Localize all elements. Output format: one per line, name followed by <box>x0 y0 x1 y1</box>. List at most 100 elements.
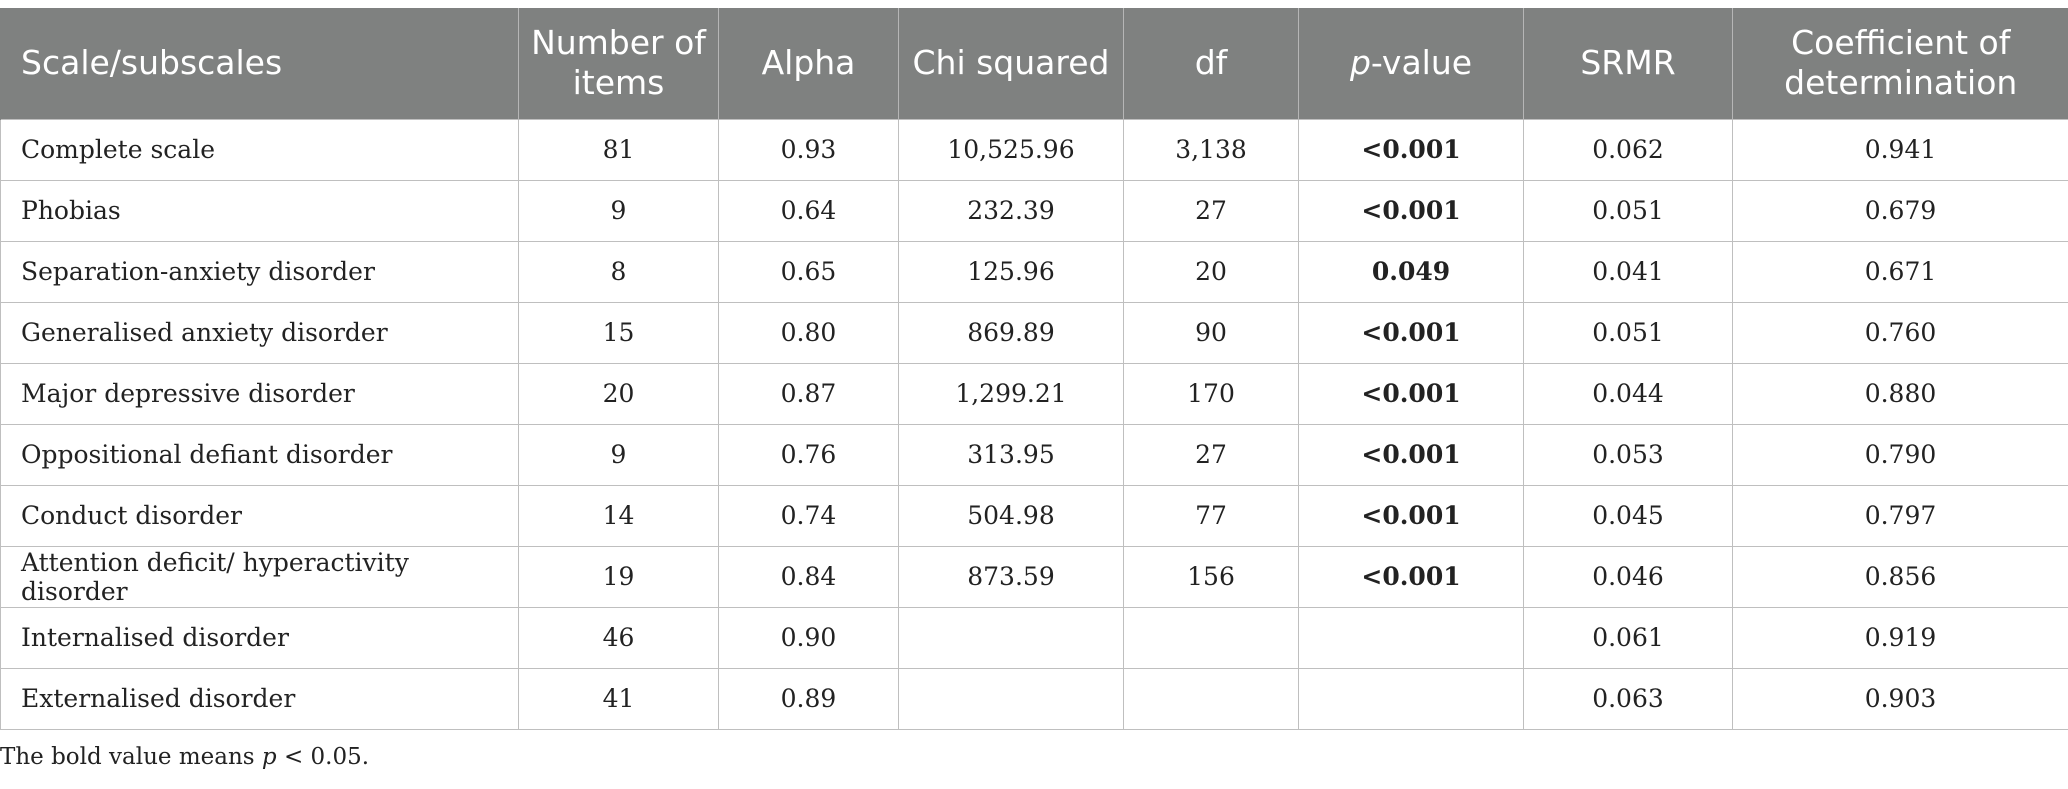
cell-df: 90 <box>1123 301 1299 364</box>
cell-alpha: 0.87 <box>718 362 899 425</box>
cell-p-value <box>1298 667 1524 730</box>
cell-chi-squared: 504.98 <box>898 484 1124 547</box>
cell-coefficient: 0.880 <box>1732 362 2068 425</box>
cell-alpha: 0.80 <box>718 301 899 364</box>
cell-srmr: 0.051 <box>1523 179 1733 242</box>
cell-df: 156 <box>1123 545 1299 608</box>
cell-p-value: <0.001 <box>1298 118 1524 181</box>
cell-coefficient: 0.941 <box>1732 118 2068 181</box>
cell-alpha: 0.65 <box>718 240 899 303</box>
cell-scale: Major depressive disorder <box>0 362 519 425</box>
cell-srmr: 0.053 <box>1523 423 1733 486</box>
cell-scale: Oppositional defiant disorder <box>0 423 519 486</box>
cell-alpha: 0.90 <box>718 606 899 669</box>
cell-coefficient: 0.856 <box>1732 545 2068 608</box>
cell-items: 9 <box>518 179 719 242</box>
cell-alpha: 0.76 <box>718 423 899 486</box>
cell-items: 81 <box>518 118 719 181</box>
cell-coefficient: 0.919 <box>1732 606 2068 669</box>
cell-chi-squared: 125.96 <box>898 240 1124 303</box>
results-table-container: Scale/subscales Number of items Alpha Ch… <box>0 8 2068 730</box>
cell-chi-squared: 232.39 <box>898 179 1124 242</box>
cell-scale: Complete scale <box>0 118 519 181</box>
cell-srmr: 0.051 <box>1523 301 1733 364</box>
cell-srmr: 0.046 <box>1523 545 1733 608</box>
table-row: Complete scale 81 0.93 10,525.96 3,138 <… <box>0 118 2068 181</box>
cell-p-value: <0.001 <box>1298 423 1524 486</box>
cell-alpha: 0.64 <box>718 179 899 242</box>
cell-chi-squared <box>898 606 1124 669</box>
table-row: Major depressive disorder 20 0.87 1,299.… <box>0 362 2068 425</box>
cell-df: 77 <box>1123 484 1299 547</box>
header-number-of-items: Number of items <box>518 8 719 119</box>
table-row: Separation-anxiety disorder 8 0.65 125.9… <box>0 240 2068 303</box>
cell-alpha: 0.84 <box>718 545 899 608</box>
cell-scale: Internalised disorder <box>0 606 519 669</box>
cell-chi-squared: 10,525.96 <box>898 118 1124 181</box>
table-footnote: The bold value means p < 0.05. <box>0 744 369 770</box>
cell-chi-squared <box>898 667 1124 730</box>
footnote-text-before: The bold value means <box>0 744 262 770</box>
cell-df: 170 <box>1123 362 1299 425</box>
cell-scale: Generalised anxiety disorder <box>0 301 519 364</box>
header-alpha: Alpha <box>718 8 899 119</box>
cell-items: 8 <box>518 240 719 303</box>
cell-items: 19 <box>518 545 719 608</box>
cell-df: 3,138 <box>1123 118 1299 181</box>
cell-items: 9 <box>518 423 719 486</box>
cell-alpha: 0.93 <box>718 118 899 181</box>
cell-p-value: <0.001 <box>1298 484 1524 547</box>
cell-srmr: 0.063 <box>1523 667 1733 730</box>
table-row: Generalised anxiety disorder 15 0.80 869… <box>0 301 2068 364</box>
cell-srmr: 0.045 <box>1523 484 1733 547</box>
cell-coefficient: 0.671 <box>1732 240 2068 303</box>
cell-scale: Phobias <box>0 179 519 242</box>
cell-items: 20 <box>518 362 719 425</box>
table-row: Attention deficit/ hyperactivity disorde… <box>0 545 2068 608</box>
table-row: Phobias 9 0.64 232.39 27 <0.001 0.051 0.… <box>0 179 2068 242</box>
cell-scale: Conduct disorder <box>0 484 519 547</box>
cell-scale: Externalised disorder <box>0 667 519 730</box>
cell-p-value: 0.049 <box>1298 240 1524 303</box>
cell-p-value: <0.001 <box>1298 362 1524 425</box>
table-row: Internalised disorder 46 0.90 0.061 0.91… <box>0 606 2068 669</box>
cell-coefficient: 0.760 <box>1732 301 2068 364</box>
table-row: Oppositional defiant disorder 9 0.76 313… <box>0 423 2068 486</box>
cell-scale: Separation-anxiety disorder <box>0 240 519 303</box>
cell-df <box>1123 667 1299 730</box>
cell-df: 27 <box>1123 423 1299 486</box>
table-row: Conduct disorder 14 0.74 504.98 77 <0.00… <box>0 484 2068 547</box>
cell-chi-squared: 1,299.21 <box>898 362 1124 425</box>
header-p-value-italic: p <box>1349 43 1371 83</box>
cell-df <box>1123 606 1299 669</box>
header-scale: Scale/subscales <box>0 8 519 119</box>
header-df: df <box>1123 8 1299 119</box>
cell-alpha: 0.89 <box>718 667 899 730</box>
header-p-value-rest: -value <box>1370 43 1473 83</box>
footnote-text-after: < 0.05. <box>276 744 370 770</box>
cell-df: 27 <box>1123 179 1299 242</box>
cell-items: 14 <box>518 484 719 547</box>
cell-coefficient: 0.797 <box>1732 484 2068 547</box>
cell-srmr: 0.062 <box>1523 118 1733 181</box>
cell-items: 46 <box>518 606 719 669</box>
cell-p-value <box>1298 606 1524 669</box>
table-row: Externalised disorder 41 0.89 0.063 0.90… <box>0 667 2068 730</box>
header-coefficient-of-determination: Coefficient of determination <box>1732 8 2068 119</box>
cell-coefficient: 0.790 <box>1732 423 2068 486</box>
cell-items: 15 <box>518 301 719 364</box>
cell-scale: Attention deficit/ hyperactivity disorde… <box>0 545 519 608</box>
cell-p-value: <0.001 <box>1298 545 1524 608</box>
cell-chi-squared: 873.59 <box>898 545 1124 608</box>
results-table: Scale/subscales Number of items Alpha Ch… <box>0 8 2068 730</box>
cell-p-value: <0.001 <box>1298 179 1524 242</box>
cell-p-value: <0.001 <box>1298 301 1524 364</box>
header-chi-squared: Chi squared <box>898 8 1124 119</box>
table-header-row: Scale/subscales Number of items Alpha Ch… <box>0 8 2068 119</box>
footnote-italic-p: p <box>261 744 277 770</box>
cell-alpha: 0.74 <box>718 484 899 547</box>
cell-df: 20 <box>1123 240 1299 303</box>
cell-chi-squared: 313.95 <box>898 423 1124 486</box>
cell-items: 41 <box>518 667 719 730</box>
cell-srmr: 0.041 <box>1523 240 1733 303</box>
